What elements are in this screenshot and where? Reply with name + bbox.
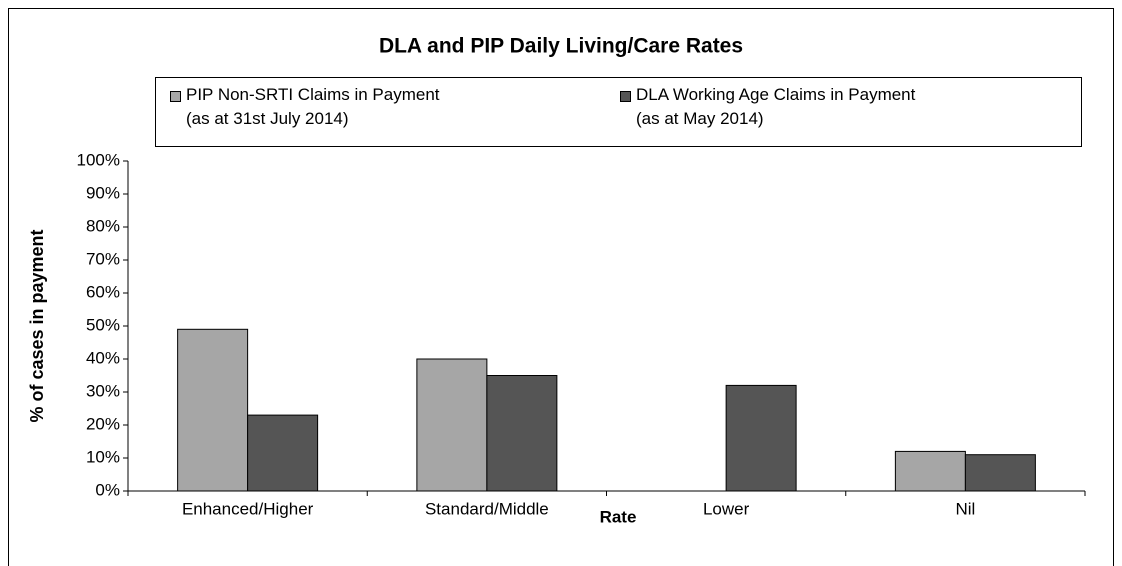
y-tick-label: 20% xyxy=(86,414,120,433)
legend-entry: PIP Non-SRTI Claims in Payment (as at 31… xyxy=(170,85,440,131)
x-tick-label: Lower xyxy=(703,499,750,518)
bar xyxy=(247,414,319,492)
chart-title: DLA and PIP Daily Living/Care Rates xyxy=(379,35,743,58)
y-tick-label: 60% xyxy=(86,282,120,301)
y-tick-label: 90% xyxy=(86,183,120,202)
y-tick-label: 50% xyxy=(86,315,120,334)
x-tick-label: Enhanced/Higher xyxy=(182,499,314,518)
x-tick-label: Standard/Middle xyxy=(425,499,549,518)
legend-label: DLA Working Age Claims in Payment (as at… xyxy=(636,85,916,128)
y-tick-label: 40% xyxy=(86,348,120,367)
bar xyxy=(416,358,488,492)
y-tick-label: 100% xyxy=(77,150,120,169)
legend-swatch xyxy=(170,91,181,102)
bar xyxy=(964,454,1036,492)
bar xyxy=(725,384,797,492)
y-tick-label: 0% xyxy=(95,480,120,499)
y-tick-label: 30% xyxy=(86,381,120,400)
y-tick-label: 70% xyxy=(86,249,120,268)
y-axis-label: % of cases in payment xyxy=(27,229,47,422)
chart-frame xyxy=(8,8,1114,566)
bar xyxy=(177,328,249,492)
bar xyxy=(486,375,558,492)
legend-label: PIP Non-SRTI Claims in Payment (as at 31… xyxy=(186,85,440,128)
y-tick-label: 10% xyxy=(86,447,120,466)
x-tick-label: Nil xyxy=(955,499,975,518)
y-tick-label: 80% xyxy=(86,216,120,235)
x-axis-label: Rate xyxy=(600,507,637,526)
bar xyxy=(894,450,966,492)
legend-swatch xyxy=(620,91,631,102)
legend: PIP Non-SRTI Claims in Payment (as at 31… xyxy=(155,77,1082,147)
legend-entry: DLA Working Age Claims in Payment (as at… xyxy=(620,85,915,131)
